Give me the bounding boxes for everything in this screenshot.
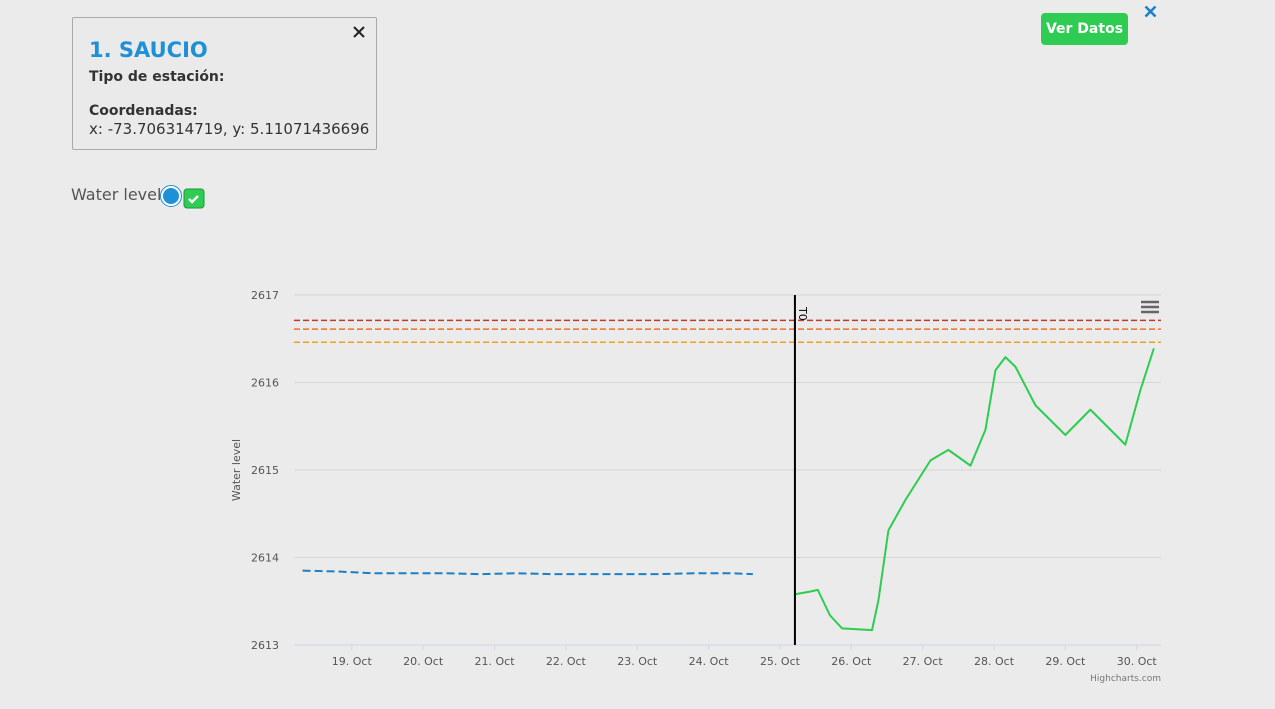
y-axis-title: Water level	[230, 439, 243, 501]
info-card: 1. SAUCIO Tipo de estación: Coordenadas:…	[72, 17, 377, 150]
y-tick-label: 2614	[251, 552, 279, 565]
credit: Highcharts.com	[1090, 674, 1161, 684]
x-tick-label: 19. Oct	[332, 655, 373, 668]
x-tick-label: 23. Oct	[617, 655, 658, 668]
series-line	[302, 569, 753, 576]
y-tick-label: 2617	[251, 289, 279, 302]
x-tick-label: 24. Oct	[689, 655, 730, 668]
x-tick-label: 29. Oct	[1045, 655, 1086, 668]
x-tick-label: 26. Oct	[831, 655, 872, 668]
close-panel[interactable]	[1144, 5, 1157, 18]
close-card[interactable]	[353, 26, 365, 38]
y-tick-label: 2615	[251, 464, 279, 477]
x-tick-label: 21. Oct	[475, 655, 516, 668]
export-menu[interactable]	[1141, 300, 1159, 314]
x-tick-label: 27. Oct	[903, 655, 944, 668]
coords: x: -73.706314719, y: 5.11071436696	[89, 120, 370, 138]
station-title: 1. SAUCIO	[89, 38, 208, 62]
x-tick-label: 20. Oct	[403, 655, 444, 668]
x-tick-label: 28. Oct	[974, 655, 1015, 668]
series-line	[794, 348, 1155, 632]
y-tick-label: 2616	[251, 377, 279, 390]
marker-label: T0	[796, 306, 809, 321]
type-label: Tipo de estación:	[89, 69, 225, 85]
x-tick-label: 22. Oct	[546, 655, 587, 668]
x-tick-label: 30. Oct	[1117, 655, 1158, 668]
toggle-controls[interactable]	[160, 185, 206, 209]
ver-datos-button[interactable]: Ver Datos	[1041, 13, 1128, 45]
coords-label: Coordenadas:	[89, 103, 198, 119]
x-tick-label: 25. Oct	[760, 655, 801, 668]
toggle-label: Water level	[71, 185, 162, 204]
y-tick-label: 2613	[251, 639, 279, 652]
